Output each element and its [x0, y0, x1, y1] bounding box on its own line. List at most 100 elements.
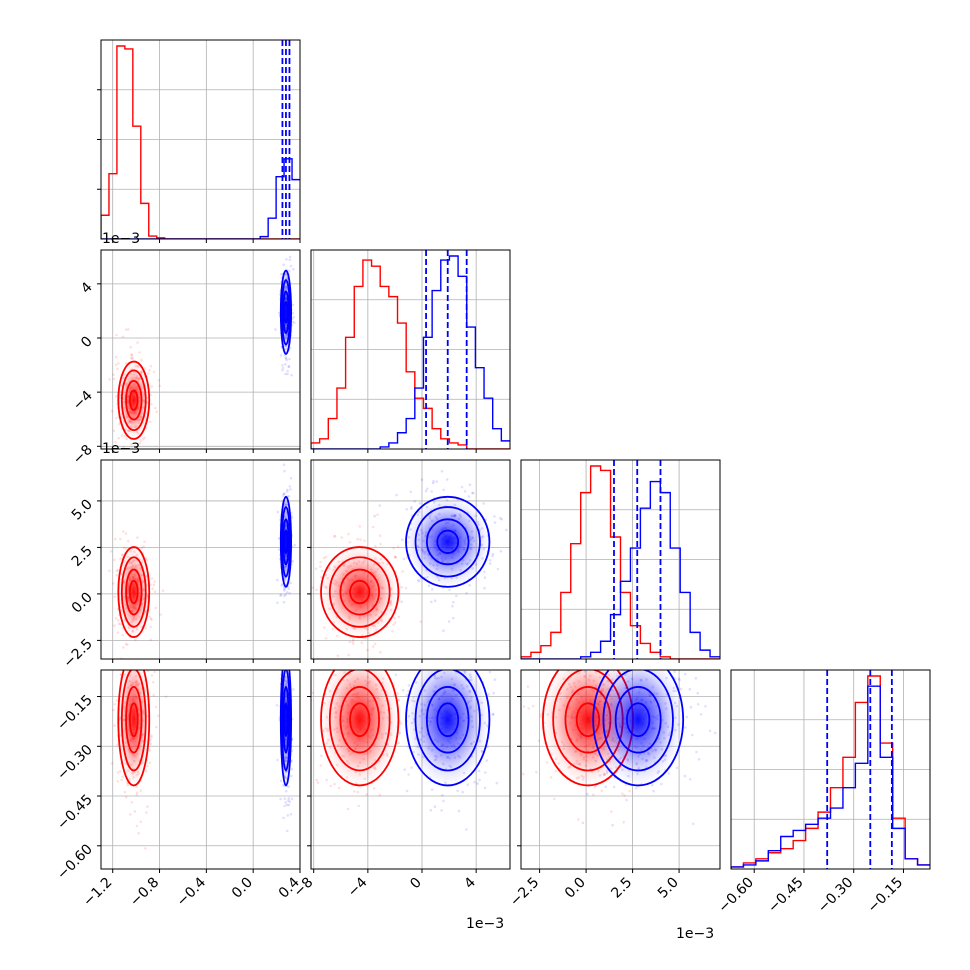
scatter-point	[401, 688, 405, 692]
contour-red	[339, 568, 380, 616]
scatter-point	[427, 584, 431, 587]
scatter-point	[621, 792, 624, 795]
scatter-point	[320, 569, 324, 573]
scatter-point	[401, 570, 405, 573]
scatter-point	[430, 788, 434, 791]
contour-blue	[405, 670, 491, 787]
scatter-point	[697, 758, 701, 761]
scatter-point	[290, 653, 293, 656]
scatter-point	[495, 781, 499, 785]
scatter-point	[539, 713, 543, 716]
scatter-point	[109, 550, 113, 553]
scatter-point	[116, 771, 120, 774]
scatter-point	[144, 627, 147, 630]
scatter-point	[278, 644, 281, 647]
scatter-point	[122, 646, 125, 649]
scatter-point	[478, 778, 481, 782]
scatter-point	[288, 485, 292, 488]
scatter-point	[360, 641, 364, 645]
scatter-point	[281, 582, 284, 586]
scatter-point	[276, 578, 279, 582]
x-tick-label: 0.0	[229, 875, 256, 902]
scatter-point	[149, 638, 152, 642]
scatter-point	[397, 741, 401, 745]
scatter-point	[492, 691, 495, 695]
scatter-point	[288, 255, 292, 259]
scatter-point	[583, 670, 587, 673]
scatter-point	[286, 372, 289, 376]
scatter-point	[277, 311, 281, 315]
y-tick-label: −8	[70, 442, 96, 468]
scatter-point	[456, 789, 459, 793]
scatter-point	[285, 803, 289, 807]
scatter-point	[141, 437, 145, 441]
hist-blue-p1	[311, 255, 510, 449]
scatter-point	[286, 656, 289, 659]
scatter-point	[581, 821, 585, 825]
scatter-point	[493, 521, 497, 524]
panel-p2-p0: −2.5 0.0 2.5 5.0	[60, 459, 301, 671]
scatter-point	[483, 576, 487, 579]
scatter-point	[482, 502, 485, 505]
scatter-point	[325, 778, 328, 782]
density-red	[118, 361, 150, 439]
scatter-point	[623, 794, 626, 797]
scatter-point	[535, 770, 538, 774]
contour-red	[117, 546, 151, 638]
scatter-point	[286, 636, 289, 639]
scatter-point	[400, 585, 404, 589]
scatter-point	[133, 810, 137, 813]
scatter-point	[425, 487, 429, 491]
scatter-point	[333, 782, 336, 786]
scatter-point	[149, 742, 152, 746]
scatter-point	[442, 799, 445, 803]
scatter-point	[122, 546, 126, 550]
scatter-point	[120, 778, 123, 782]
scatter-point	[303, 676, 306, 679]
scatter-point	[660, 782, 663, 786]
scatter-point	[149, 364, 153, 368]
scatter-point	[628, 789, 631, 793]
scatter-point	[626, 663, 629, 666]
scatter-point	[135, 824, 139, 828]
scatter-point	[285, 591, 289, 594]
scatter-point	[122, 446, 125, 449]
scatter-point	[689, 705, 693, 709]
scatter-point	[396, 692, 399, 695]
scatter-point	[574, 716, 577, 719]
scatter-point	[688, 687, 692, 691]
scatter-point	[287, 797, 291, 800]
scatter-point	[373, 514, 377, 518]
scatter-point	[468, 483, 472, 487]
scatter-point	[158, 384, 161, 388]
scatter-point	[407, 663, 410, 666]
scatter-point	[589, 768, 592, 771]
scatter-point	[512, 521, 515, 524]
scatter-point	[365, 793, 368, 796]
y-tick-label: −0.45	[54, 792, 96, 834]
y-tick-label: 0	[78, 334, 96, 352]
scatter-point	[146, 805, 149, 808]
contour-blue	[283, 529, 289, 554]
scatter-point	[154, 705, 158, 709]
y-tick-label: −0.15	[54, 692, 96, 734]
scatter-point	[394, 555, 397, 558]
scatter-point	[545, 761, 549, 764]
scatter-point	[638, 662, 641, 665]
scatter-point	[683, 774, 687, 778]
scatter-point	[136, 341, 139, 344]
scatter-point	[121, 335, 125, 339]
hist-red-p2	[521, 465, 720, 659]
scatter-point	[671, 649, 674, 652]
scatter-point	[594, 686, 598, 690]
scatter-point	[445, 478, 449, 481]
hist-red-p0	[101, 45, 300, 239]
scatter-point	[290, 516, 294, 519]
scatter-point	[441, 794, 444, 797]
scatter-point	[346, 807, 350, 811]
scatter-point	[522, 772, 525, 776]
scatter-point	[148, 749, 151, 752]
scatter-point	[135, 663, 138, 666]
scatter-point	[592, 746, 595, 749]
